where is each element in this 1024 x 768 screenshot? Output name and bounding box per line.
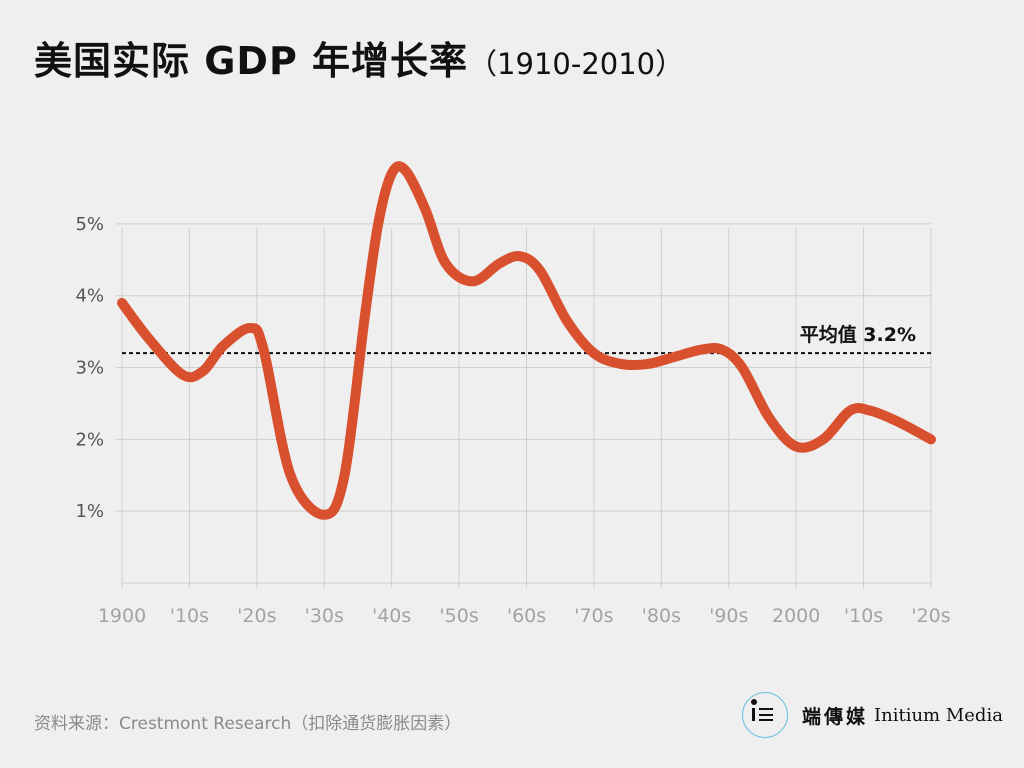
chart-title: 美国实际 GDP 年增长率（1910-2010） <box>34 30 684 85</box>
x-tick-label: '50s <box>439 605 478 627</box>
x-tick-label: '10s <box>170 605 209 627</box>
gdp-growth-line <box>117 161 936 520</box>
x-tick-label: 1900 <box>98 605 146 627</box>
brand: 端傳媒 Initium Media <box>742 692 1003 738</box>
x-tick-label: '20s <box>911 605 950 627</box>
grid-lines <box>116 223 932 588</box>
y-tick-label: 2% <box>75 429 104 450</box>
y-tick-label: 4% <box>75 286 104 307</box>
brand-name-en: Initium Media <box>874 704 1003 726</box>
source-note: 资料来源：Crestmont Research（扣除通货膨胀因素） <box>34 714 462 734</box>
brand-name-cn: 端傳媒 <box>802 705 869 728</box>
x-tick-label: '80s <box>642 605 681 627</box>
y-tick-label: 1% <box>75 501 104 522</box>
x-tick-label: '10s <box>844 605 883 627</box>
chart-title-main: 美国实际 GDP 年增长率 <box>34 39 469 83</box>
y-tick-label: 5% <box>75 214 104 235</box>
x-tick-label: '60s <box>507 605 546 627</box>
x-tick-label: '90s <box>709 605 748 627</box>
series-layer <box>117 161 936 520</box>
chart-title-years: （1910-2010） <box>468 47 685 81</box>
initium-logo-icon <box>742 692 788 738</box>
average-label: 平均值 3.2% <box>800 323 916 346</box>
x-tick-label: '20s <box>237 605 276 627</box>
x-tick-label: '40s <box>372 605 411 627</box>
x-tick-label: 2000 <box>772 605 820 627</box>
x-tick-label: '30s <box>305 605 344 627</box>
tick-labels: 1900 '10s '20s '30s '40s '50s '60s '70s '80s '90s… <box>75 214 950 627</box>
y-tick-label: 3% <box>75 358 104 379</box>
average-line-group: 平均值 3.2% <box>122 323 934 355</box>
x-tick-label: '70s <box>574 605 613 627</box>
